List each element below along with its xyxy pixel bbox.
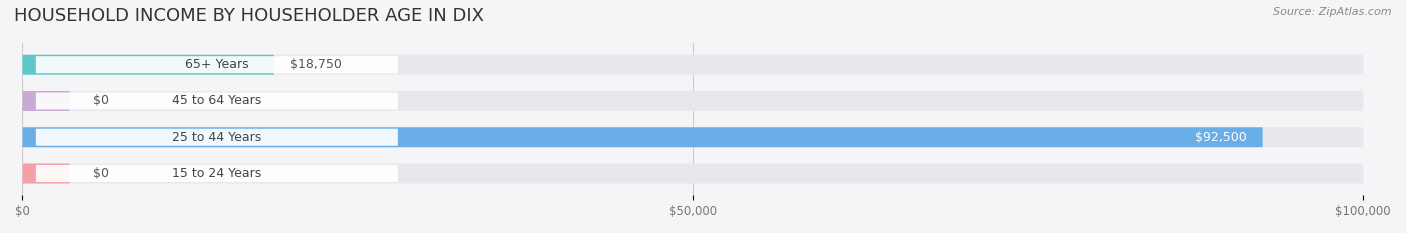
FancyBboxPatch shape xyxy=(22,164,1364,184)
FancyBboxPatch shape xyxy=(22,127,1263,147)
Text: 25 to 44 Years: 25 to 44 Years xyxy=(172,131,262,144)
FancyBboxPatch shape xyxy=(22,127,1364,147)
FancyBboxPatch shape xyxy=(22,55,274,75)
Text: 65+ Years: 65+ Years xyxy=(186,58,249,71)
FancyBboxPatch shape xyxy=(35,56,398,73)
FancyBboxPatch shape xyxy=(35,129,398,146)
FancyBboxPatch shape xyxy=(35,93,398,110)
FancyBboxPatch shape xyxy=(35,165,398,182)
Text: Source: ZipAtlas.com: Source: ZipAtlas.com xyxy=(1274,7,1392,17)
FancyBboxPatch shape xyxy=(22,91,69,111)
Text: HOUSEHOLD INCOME BY HOUSEHOLDER AGE IN DIX: HOUSEHOLD INCOME BY HOUSEHOLDER AGE IN D… xyxy=(14,7,484,25)
Text: 45 to 64 Years: 45 to 64 Years xyxy=(172,95,262,107)
FancyBboxPatch shape xyxy=(22,91,1364,111)
Text: $0: $0 xyxy=(93,167,110,180)
Text: $92,500: $92,500 xyxy=(1195,131,1247,144)
Text: $0: $0 xyxy=(93,95,110,107)
FancyBboxPatch shape xyxy=(22,164,69,184)
Text: $18,750: $18,750 xyxy=(290,58,342,71)
FancyBboxPatch shape xyxy=(22,55,1364,75)
Text: 15 to 24 Years: 15 to 24 Years xyxy=(172,167,262,180)
